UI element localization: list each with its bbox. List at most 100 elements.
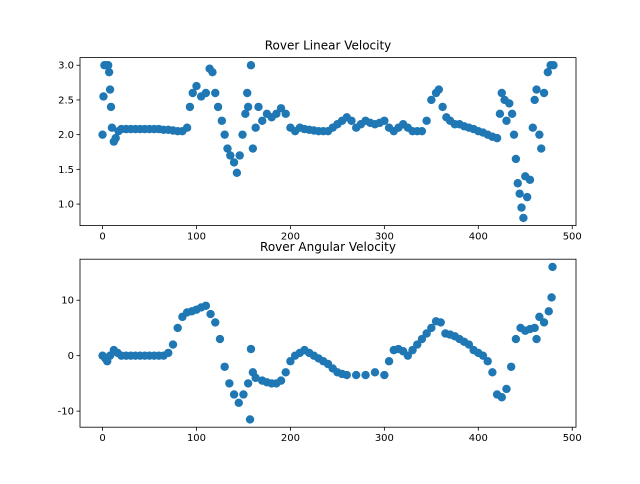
point <box>192 81 201 91</box>
point <box>532 334 541 344</box>
x-tick-label: 400 <box>469 232 488 243</box>
x-tick-label: 400 <box>469 433 488 444</box>
point <box>543 67 553 77</box>
point <box>342 370 351 380</box>
point <box>549 61 558 70</box>
point <box>539 88 549 98</box>
x-tick-label: 500 <box>563 433 582 444</box>
point <box>384 357 394 366</box>
point <box>286 357 295 366</box>
point <box>164 348 173 358</box>
point <box>220 130 229 139</box>
point <box>251 373 260 383</box>
point <box>98 130 107 139</box>
point <box>478 351 488 360</box>
point <box>188 88 197 98</box>
point <box>217 116 227 125</box>
point <box>220 362 229 371</box>
x-tick-label: 100 <box>187 232 206 243</box>
point <box>507 109 517 119</box>
y-tick-label: 1.0 <box>58 200 74 211</box>
point <box>248 144 258 153</box>
y-tick-label: 0 <box>68 351 74 362</box>
axes-frame <box>79 57 577 226</box>
point <box>417 126 427 136</box>
point <box>254 102 263 112</box>
x-tick-label: 300 <box>375 433 394 444</box>
point <box>229 158 239 167</box>
point <box>417 334 427 344</box>
point <box>413 340 422 349</box>
point <box>511 154 521 164</box>
x-tick-label: 200 <box>281 433 300 444</box>
x-tick-label: 0 <box>99 232 105 243</box>
point <box>106 102 116 112</box>
point <box>351 370 361 380</box>
point <box>497 88 506 98</box>
point <box>272 109 281 119</box>
point <box>211 318 220 327</box>
point <box>438 102 447 112</box>
point <box>502 116 511 125</box>
point <box>201 88 211 98</box>
point <box>246 61 256 70</box>
axes-frame <box>79 258 577 428</box>
point <box>509 130 519 139</box>
point <box>105 85 115 94</box>
point <box>235 151 244 160</box>
point <box>243 102 253 112</box>
x-tick-label: 500 <box>563 232 582 243</box>
point <box>528 123 537 132</box>
point <box>502 384 511 394</box>
point <box>427 323 436 333</box>
point <box>464 340 474 349</box>
point <box>519 213 528 223</box>
point <box>497 393 506 402</box>
point <box>226 151 235 160</box>
point <box>241 109 250 119</box>
point <box>530 323 539 333</box>
point <box>281 368 290 377</box>
point <box>532 85 541 94</box>
point <box>168 340 178 349</box>
chart-title: Rover Linear Velocity <box>265 39 392 53</box>
chart-title: Rover Angular Velocity <box>260 240 396 254</box>
point <box>530 95 539 105</box>
point <box>422 116 431 125</box>
point <box>245 415 255 424</box>
point <box>246 344 256 354</box>
point <box>511 334 521 344</box>
point <box>258 116 267 125</box>
point <box>223 144 232 153</box>
point <box>229 390 239 399</box>
point <box>99 92 108 101</box>
point <box>517 203 526 212</box>
point <box>548 262 557 272</box>
point <box>434 85 444 94</box>
point <box>539 318 549 327</box>
point <box>408 345 417 355</box>
point <box>347 116 356 125</box>
point <box>107 123 117 132</box>
point <box>111 133 120 143</box>
point <box>232 168 242 178</box>
point <box>422 329 431 338</box>
point <box>380 116 389 125</box>
point <box>208 67 217 77</box>
point <box>281 109 290 119</box>
point <box>225 379 234 388</box>
point <box>243 88 252 98</box>
point <box>361 370 370 380</box>
point <box>104 67 114 77</box>
point <box>206 309 215 319</box>
point <box>243 379 253 388</box>
point <box>492 133 502 143</box>
point <box>515 189 524 198</box>
point <box>238 130 247 139</box>
point <box>215 334 225 344</box>
point <box>427 95 436 105</box>
point <box>239 390 248 399</box>
point <box>403 351 413 360</box>
y-tick-label: 2.0 <box>58 130 74 141</box>
y-tick-label: 10 <box>61 296 74 307</box>
